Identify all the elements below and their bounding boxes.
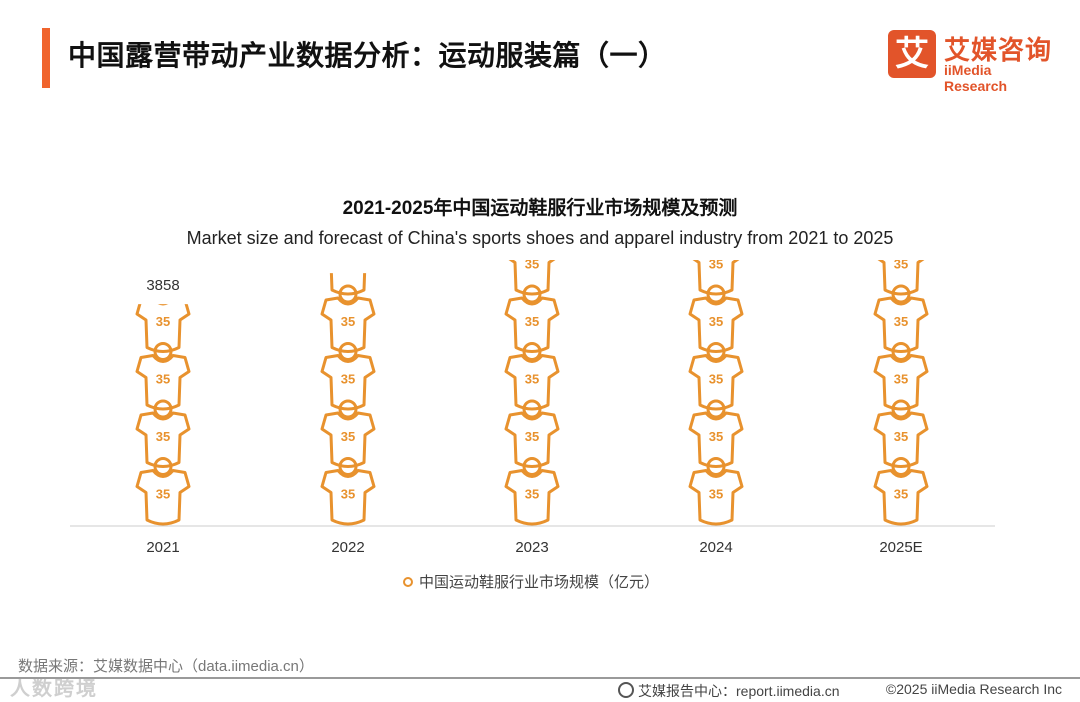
value-label-2021: 3858 bbox=[146, 277, 179, 294]
tick-label-2024: 2024 bbox=[699, 539, 732, 556]
tick-label-2021: 2021 bbox=[146, 539, 179, 556]
svg-text:35: 35 bbox=[341, 371, 355, 386]
svg-text:35: 35 bbox=[709, 429, 723, 444]
pictograph-chart: 3535353538582021353535353543982022353535… bbox=[70, 260, 995, 591]
svg-text:35: 35 bbox=[525, 314, 539, 329]
svg-text:35: 35 bbox=[894, 260, 908, 271]
svg-text:35: 35 bbox=[894, 429, 908, 444]
svg-text:35: 35 bbox=[525, 260, 539, 271]
brand-logo[interactable]: 艾 艾媒咨询 iiMedia Research bbox=[888, 30, 1058, 94]
svg-text:35: 35 bbox=[525, 486, 539, 501]
tick-label-2022: 2022 bbox=[331, 539, 364, 556]
legend-label: 中国运动鞋服行业市场规模（亿元） bbox=[419, 574, 659, 591]
tick-label-2025E: 2025E bbox=[879, 539, 922, 556]
logo-en-text: iiMedia Research bbox=[944, 62, 1008, 94]
svg-text:35: 35 bbox=[341, 314, 355, 329]
footer-report-center[interactable]: 艾媒报告中心：report.iimedia.cn bbox=[618, 681, 840, 701]
bar-2023: 35 35 35 35 35 bbox=[504, 260, 560, 526]
svg-text:35: 35 bbox=[525, 429, 539, 444]
svg-text:35: 35 bbox=[341, 486, 355, 501]
svg-text:35: 35 bbox=[709, 486, 723, 501]
svg-text:35: 35 bbox=[894, 371, 908, 386]
tick-label-2023: 2023 bbox=[515, 539, 548, 556]
legend: 中国运动鞋服行业市场规模（亿元） bbox=[403, 574, 659, 591]
bar-2021: 35 35 35 35 bbox=[135, 304, 191, 526]
svg-text:35: 35 bbox=[156, 429, 170, 444]
bar-2025E: 353535353535 bbox=[873, 260, 929, 526]
svg-text:35: 35 bbox=[709, 260, 723, 271]
watermark: 人数跨境 bbox=[10, 678, 98, 700]
title-accent-bar bbox=[42, 28, 50, 88]
footer-copyright: ©2025 iiMedia Research Inc bbox=[885, 681, 1062, 697]
svg-text:35: 35 bbox=[341, 429, 355, 444]
svg-text:35: 35 bbox=[709, 314, 723, 329]
data-source: 数据来源：艾媒数据中心（data.iimedia.cn） bbox=[18, 658, 314, 675]
svg-text:35: 35 bbox=[525, 371, 539, 386]
legend-jersey-icon bbox=[403, 577, 413, 587]
svg-text:35: 35 bbox=[894, 314, 908, 329]
svg-text:35: 35 bbox=[156, 314, 170, 329]
footer-divider bbox=[0, 677, 1080, 679]
svg-text:35: 35 bbox=[156, 371, 170, 386]
globe-icon bbox=[618, 682, 634, 698]
page-title: 中国露营带动产业数据分析：运动服装篇（一） bbox=[68, 40, 667, 71]
bar-2024: 353535353535 bbox=[688, 260, 744, 526]
svg-text:35: 35 bbox=[709, 371, 723, 386]
chart-title: 2021-2025年中国运动鞋服行业市场规模及预测 bbox=[342, 198, 738, 219]
value-label-2022: 4398 bbox=[331, 260, 364, 263]
logo-cn-text: 艾媒咨询 bbox=[944, 35, 1053, 65]
footer-report-link: 艾媒报告中心：report.iimedia.cn bbox=[638, 683, 840, 699]
chart-subtitle: Market size and forecast of China's spor… bbox=[186, 228, 894, 248]
svg-text:35: 35 bbox=[894, 486, 908, 501]
svg-text:35: 35 bbox=[156, 486, 170, 501]
logo-mark-icon: 艾 bbox=[888, 30, 936, 78]
